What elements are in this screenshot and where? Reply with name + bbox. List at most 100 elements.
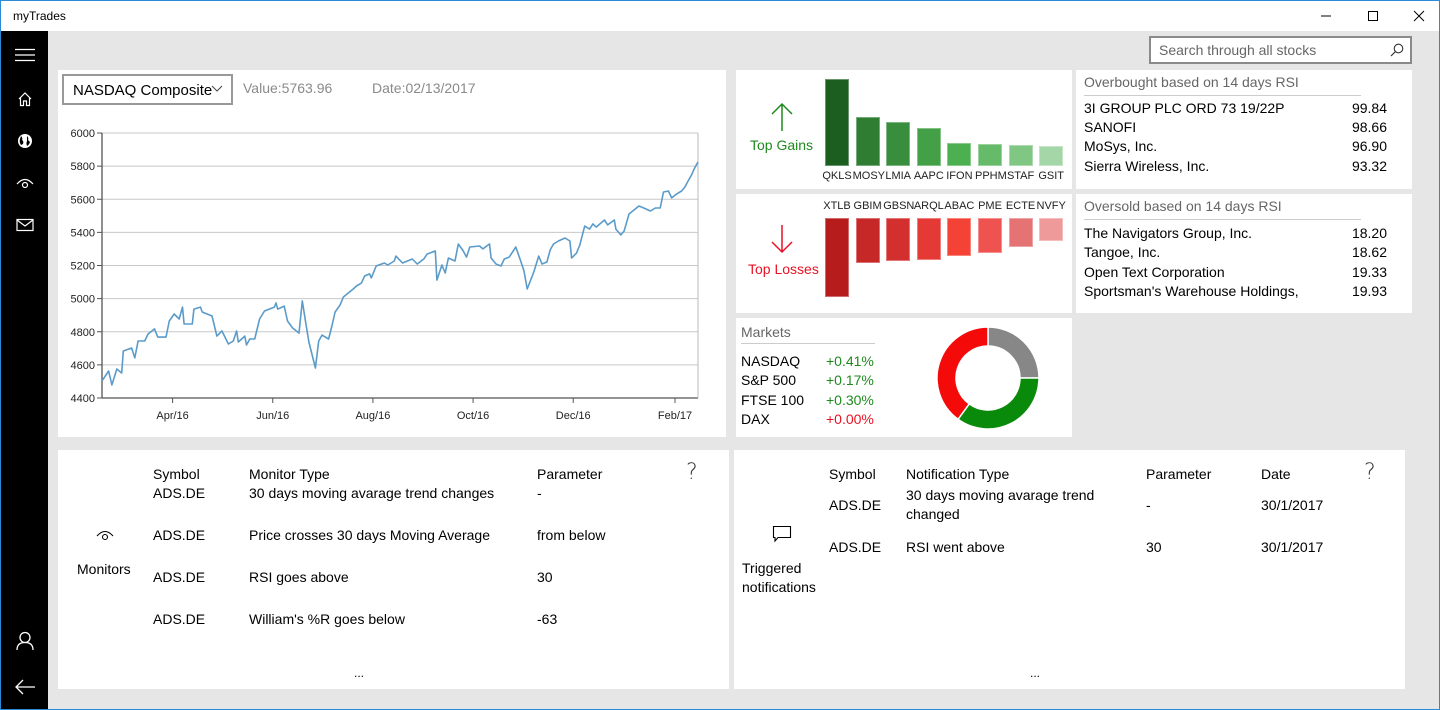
bar-nvfy[interactable] [1039, 218, 1064, 241]
bar-ecte[interactable] [1008, 218, 1033, 248]
x-tick-label: Oct/16 [457, 410, 489, 422]
stock-name: SANOFI [1084, 119, 1137, 135]
market-name: S&P 500 [741, 372, 797, 388]
cell-parameter: from below [537, 527, 606, 543]
cell-parameter: 30 [1146, 539, 1162, 555]
index-select[interactable]: NASDAQ Composite [62, 74, 233, 105]
market-name: NASDAQ [741, 353, 801, 369]
stock-name: Open Text Corporation [1084, 264, 1225, 280]
minimize-button[interactable] [1303, 1, 1349, 31]
home-icon [18, 92, 31, 107]
cell-monitor-type: Price crosses 30 days Moving Average [249, 527, 490, 543]
series-line [101, 161, 699, 386]
stock-name: Sportsman's Warehouse Holdings, [1084, 283, 1299, 299]
bar-label: ECTE [1005, 200, 1036, 212]
index-select-value: NASDAQ Composite [73, 82, 213, 99]
bar-pphm[interactable] [978, 144, 1002, 166]
bar-gsit[interactable] [1039, 145, 1064, 166]
bar-label: ARQL [913, 200, 944, 212]
sidebar-item-monitors[interactable] [1, 163, 48, 203]
bar-arql[interactable] [916, 218, 941, 260]
markets-donut-chart [936, 326, 1040, 430]
bar-staf[interactable] [1008, 145, 1033, 166]
cell-symbol: ADS.DE [153, 485, 206, 501]
mail-icon [15, 218, 34, 232]
top-gains-label: Top Gains [750, 137, 814, 153]
y-tick-label: 4400 [71, 393, 95, 405]
sidebar-item-home[interactable] [1, 79, 48, 119]
bar-pme[interactable] [978, 218, 1002, 253]
search-input[interactable] [1159, 41, 1379, 59]
bar-label: ABAC [944, 200, 975, 212]
index-date: Date:02/13/2017 [372, 80, 476, 96]
rsi-value: 99.84 [1351, 100, 1387, 116]
bar-qkls[interactable] [825, 79, 849, 166]
more-button[interactable]: ... [1030, 666, 1041, 680]
cell-monitor-type: 30 days moving avarage trend changes [249, 485, 495, 501]
x-tick-label: Feb/17 [658, 410, 692, 422]
index-value: Value:5763.96 [243, 80, 333, 96]
markets-title: Markets [741, 324, 791, 340]
top-losses-label: Top Losses [748, 261, 819, 277]
chevron-down-icon [211, 85, 223, 92]
monitors-panel: Monitors Symbol Monitor Type Parameter ?… [58, 450, 729, 689]
cell-symbol: ADS.DE [153, 611, 206, 627]
bar-aapc[interactable] [916, 127, 941, 166]
maximize-icon [1368, 11, 1378, 21]
market-name: FTSE 100 [741, 392, 805, 408]
top-gains-panel[interactable]: Top Gains QKLS MOSY LMIA AAPC IFON PPHM STAF GS… [736, 70, 1072, 189]
more-button[interactable]: ... [354, 666, 365, 680]
y-tick-label: 6000 [71, 128, 95, 140]
bar-lmia[interactable] [886, 121, 911, 166]
bar-gbim[interactable] [855, 218, 880, 264]
x-tick-label: Aug/16 [355, 410, 390, 422]
sidebar-item-account[interactable] [1, 621, 48, 661]
index-chart-panel: NASDAQ Composite Value:5763.96 Date:02/1… [58, 70, 726, 437]
sidebar-item-markets[interactable] [1, 121, 48, 161]
bar-mosy[interactable] [855, 117, 880, 166]
top-losses-panel[interactable]: Top Losses XTLB GBIM GBSN ARQL ABAC PME ECTE NV… [736, 194, 1072, 313]
y-tick-label: 5000 [71, 294, 95, 306]
help-icon[interactable]: ? [686, 460, 698, 485]
cell-parameter: -63 [537, 611, 558, 627]
oversold-panel: Oversold based on 14 days RSI The Naviga… [1076, 194, 1412, 313]
bar-gbsn[interactable] [886, 218, 911, 261]
rsi-value: 98.66 [1351, 119, 1387, 135]
monitors-label: Monitors [77, 561, 131, 577]
x-tick-label: Apr/16 [156, 410, 188, 422]
bar-label: QKLS [822, 170, 852, 182]
comment-icon [772, 525, 792, 543]
back-button[interactable] [1, 667, 48, 707]
help-icon[interactable]: ? [1364, 460, 1376, 485]
close-button[interactable] [1396, 1, 1439, 31]
hamburger-menu-button[interactable] [1, 35, 48, 75]
rsi-value: 19.93 [1351, 283, 1387, 299]
cell-notification-type-cont: changed [906, 506, 960, 522]
bar-label: LMIA [885, 170, 912, 182]
close-icon [1413, 10, 1425, 22]
cell-parameter: - [537, 485, 542, 501]
column-header-parameter: Parameter [537, 466, 603, 482]
search-icon[interactable] [1390, 43, 1404, 57]
index-line-chart: 4400 4600 4800 5000 5200 5400 5600 5800 6000 Apr/… [71, 128, 699, 422]
maximize-button[interactable] [1350, 1, 1396, 31]
bar-ifon[interactable] [947, 143, 972, 166]
bar-label: GSIT [1038, 170, 1065, 182]
eye-icon [16, 178, 33, 189]
column-header-symbol: Symbol [829, 466, 876, 482]
bar-label: IFON [946, 170, 973, 182]
bar-abac[interactable] [947, 218, 972, 256]
bar-xtlb[interactable] [825, 218, 849, 297]
search-box[interactable] [1149, 36, 1412, 64]
notifications-panel: Triggered notifications Symbol Notificat… [734, 450, 1405, 689]
bar-label: AAPC [913, 170, 944, 182]
sidebar-item-messages[interactable] [1, 205, 48, 245]
stock-name: Tangoe, Inc. [1084, 244, 1161, 260]
market-change: +0.17% [826, 372, 874, 388]
bar-label: STAF [1006, 170, 1035, 182]
app-title: myTrades [13, 9, 66, 23]
y-tick-label: 4600 [71, 360, 95, 372]
cell-monitor-type: William's %R goes below [249, 611, 405, 627]
column-header-symbol: Symbol [153, 466, 200, 482]
